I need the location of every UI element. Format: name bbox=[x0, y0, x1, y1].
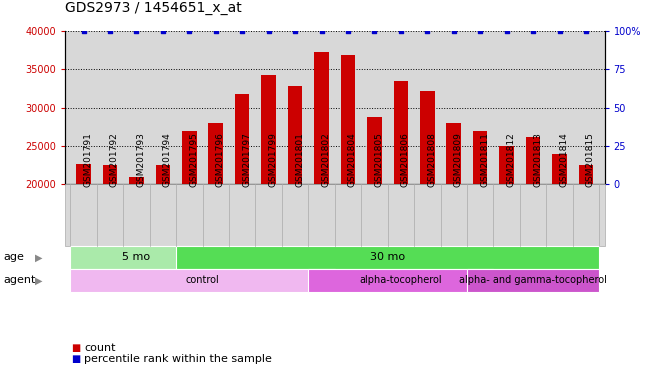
Bar bbox=[314, 52, 329, 184]
Text: GDS2973 / 1454651_x_at: GDS2973 / 1454651_x_at bbox=[65, 2, 242, 15]
Text: count: count bbox=[84, 343, 116, 353]
Text: control: control bbox=[186, 275, 220, 285]
Text: GSM201801: GSM201801 bbox=[295, 132, 304, 187]
Text: GSM201792: GSM201792 bbox=[110, 132, 119, 187]
Text: GSM201811: GSM201811 bbox=[480, 132, 489, 187]
Point bbox=[78, 28, 88, 34]
Text: ▶: ▶ bbox=[35, 252, 43, 262]
Point bbox=[158, 28, 168, 34]
Text: GSM201794: GSM201794 bbox=[163, 132, 172, 187]
Bar bbox=[367, 117, 382, 184]
Point bbox=[396, 28, 406, 34]
Bar bbox=[341, 55, 356, 184]
Point bbox=[554, 28, 565, 34]
Text: alpha- and gamma-tocopherol: alpha- and gamma-tocopherol bbox=[459, 275, 607, 285]
Point bbox=[290, 28, 300, 34]
Point bbox=[131, 28, 142, 34]
Text: agent: agent bbox=[3, 275, 36, 285]
Text: 5 mo: 5 mo bbox=[122, 252, 150, 262]
Text: GSM201799: GSM201799 bbox=[268, 132, 278, 187]
Bar bbox=[578, 165, 593, 184]
Bar bbox=[155, 165, 170, 184]
Text: GSM201815: GSM201815 bbox=[586, 132, 595, 187]
Text: ■: ■ bbox=[72, 343, 81, 353]
Text: GSM201812: GSM201812 bbox=[506, 132, 515, 187]
Bar bbox=[209, 123, 223, 184]
Text: 30 mo: 30 mo bbox=[370, 252, 405, 262]
Bar bbox=[182, 131, 196, 184]
Point bbox=[369, 28, 380, 34]
Point bbox=[581, 28, 592, 34]
Point bbox=[528, 28, 538, 34]
Text: GSM201804: GSM201804 bbox=[348, 132, 357, 187]
Point bbox=[263, 28, 274, 34]
Bar bbox=[235, 94, 250, 184]
Bar bbox=[420, 91, 435, 184]
Point bbox=[105, 28, 115, 34]
Bar bbox=[447, 123, 461, 184]
Point bbox=[184, 28, 194, 34]
Point bbox=[448, 28, 459, 34]
Point bbox=[501, 28, 512, 34]
Text: age: age bbox=[3, 252, 24, 262]
Bar bbox=[473, 131, 488, 184]
Point bbox=[343, 28, 353, 34]
Text: GSM201808: GSM201808 bbox=[427, 132, 436, 187]
Text: GSM201797: GSM201797 bbox=[242, 132, 251, 187]
Text: GSM201806: GSM201806 bbox=[401, 132, 410, 187]
Text: ■: ■ bbox=[72, 354, 81, 364]
Bar bbox=[103, 165, 117, 184]
Bar bbox=[76, 164, 91, 184]
Point bbox=[422, 28, 432, 34]
Point bbox=[237, 28, 248, 34]
Text: GSM201795: GSM201795 bbox=[189, 132, 198, 187]
Text: percentile rank within the sample: percentile rank within the sample bbox=[84, 354, 272, 364]
Point bbox=[317, 28, 327, 34]
Text: ▶: ▶ bbox=[35, 275, 43, 285]
Text: GSM201813: GSM201813 bbox=[533, 132, 542, 187]
Bar bbox=[129, 177, 144, 184]
Text: GSM201805: GSM201805 bbox=[374, 132, 384, 187]
Text: GSM201796: GSM201796 bbox=[216, 132, 225, 187]
Point bbox=[211, 28, 221, 34]
Bar bbox=[288, 86, 302, 184]
Bar bbox=[552, 154, 567, 184]
Text: GSM201793: GSM201793 bbox=[136, 132, 146, 187]
Text: GSM201791: GSM201791 bbox=[83, 132, 92, 187]
Bar bbox=[499, 146, 514, 184]
Bar bbox=[394, 81, 408, 184]
Text: GSM201802: GSM201802 bbox=[322, 132, 331, 187]
Bar bbox=[526, 137, 540, 184]
Text: GSM201814: GSM201814 bbox=[560, 132, 569, 187]
Text: alpha-tocopherol: alpha-tocopherol bbox=[359, 275, 442, 285]
Point bbox=[475, 28, 486, 34]
Text: GSM201809: GSM201809 bbox=[454, 132, 463, 187]
Bar bbox=[261, 75, 276, 184]
